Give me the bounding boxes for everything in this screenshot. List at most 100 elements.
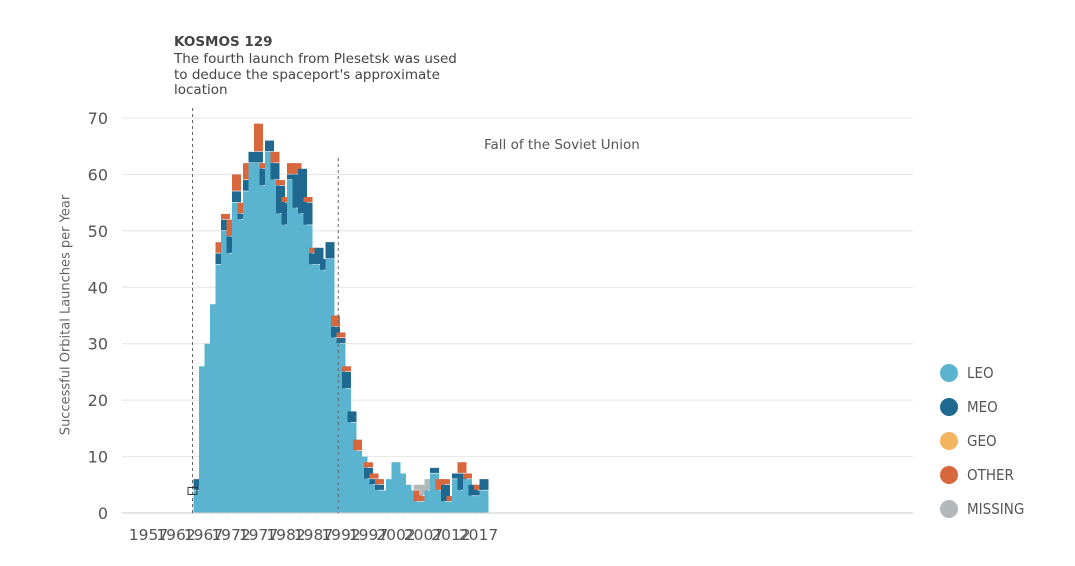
bar-2006-other bbox=[413, 490, 423, 502]
bar-2014-meo bbox=[457, 473, 467, 490]
y-tick-label: 50 bbox=[88, 222, 108, 241]
bar-1977-meo bbox=[254, 151, 263, 163]
bar-2018-meo bbox=[479, 479, 489, 490]
x-tick-label: 2012 bbox=[431, 526, 470, 544]
bar-1978-other bbox=[259, 163, 269, 169]
legend-swatch-meo bbox=[940, 398, 958, 416]
y-tick-label: 70 bbox=[88, 109, 108, 128]
x-tick-label: 2007 bbox=[404, 526, 443, 544]
bar-1996-leo bbox=[358, 456, 368, 513]
bar-1989-leo bbox=[320, 270, 329, 513]
annotation-soviet-union: Fall of the Soviet Union bbox=[484, 137, 640, 153]
bar-2001-leo bbox=[386, 479, 395, 513]
bar-2014-other bbox=[457, 462, 467, 473]
bar-1984-meo bbox=[292, 174, 302, 208]
bar-1992-meo bbox=[336, 338, 346, 344]
y-tick-label: 30 bbox=[88, 335, 108, 354]
legend-swatch-missing bbox=[940, 500, 958, 518]
bar-1972-leo bbox=[226, 253, 236, 513]
bar-1980-leo bbox=[270, 180, 280, 513]
legend-swatch-geo bbox=[940, 432, 958, 450]
bar-1979-meo bbox=[265, 140, 274, 152]
y-tick-label: 20 bbox=[88, 391, 108, 410]
bar-2013-leo bbox=[452, 479, 461, 513]
bar-1983-other bbox=[287, 163, 296, 174]
legend-label-leo: LEO bbox=[967, 364, 994, 382]
bar-1973-meo bbox=[232, 191, 241, 203]
bar-1974-meo bbox=[237, 213, 247, 219]
bar-1993-leo bbox=[342, 388, 351, 513]
legend-label-missing: MISSING bbox=[967, 500, 1025, 518]
bar-1997-leo bbox=[364, 479, 373, 513]
bar-1972-meo bbox=[226, 236, 236, 253]
bar-1968-leo bbox=[204, 343, 214, 513]
y-tick-label: 0 bbox=[98, 504, 108, 523]
bar-1987-leo bbox=[309, 264, 318, 513]
bar-2015-leo bbox=[463, 479, 472, 513]
bar-1982-meo bbox=[281, 202, 291, 225]
bar-1987-meo bbox=[309, 253, 318, 265]
bar-1966-meo bbox=[193, 479, 203, 490]
y-tick-labels: 0 10 20 30 40 50 60 70 bbox=[88, 109, 108, 523]
bar-1967-leo bbox=[199, 366, 208, 513]
bar-1974-other bbox=[237, 202, 247, 214]
bar-2009-leo bbox=[430, 473, 439, 513]
bar-1991-other bbox=[331, 315, 340, 327]
bar-2007-missing bbox=[419, 484, 428, 496]
bar-1994-leo bbox=[347, 422, 357, 513]
bar-1977-leo bbox=[254, 163, 263, 513]
legend-item-leo: LEO bbox=[940, 356, 1024, 390]
annotation-kosmos-text: The fourth launch from Plesetsk was used… bbox=[174, 51, 457, 98]
bars bbox=[193, 123, 489, 513]
bar-1970-meo bbox=[215, 253, 225, 265]
bar-1974-leo bbox=[237, 219, 247, 513]
x-tick-label: 1957 bbox=[129, 526, 168, 544]
bar-1980-meo bbox=[270, 163, 280, 180]
bar-2003-leo bbox=[397, 473, 406, 513]
bar-1989-meo bbox=[320, 259, 329, 270]
legend-item-other: OTHER bbox=[940, 458, 1024, 492]
bar-1979-leo bbox=[265, 151, 274, 513]
bar-1986-leo bbox=[303, 225, 313, 513]
legend-label-meo: MEO bbox=[967, 398, 998, 416]
bar-2011-leo bbox=[441, 501, 450, 513]
bar-2009-meo bbox=[430, 467, 439, 473]
bar-1973-leo bbox=[232, 202, 241, 513]
bar-1970-other bbox=[215, 242, 225, 253]
bar-1978-leo bbox=[259, 185, 269, 513]
bar-1995-leo bbox=[353, 450, 362, 513]
bar-1994-meo bbox=[347, 411, 357, 423]
bar-1980-other bbox=[270, 151, 280, 163]
bar-2008-leo bbox=[424, 490, 434, 513]
bar-2015-other bbox=[463, 473, 472, 479]
bar-1981-meo bbox=[276, 185, 285, 214]
bar-1973-other bbox=[232, 174, 241, 191]
bar-1997-meo bbox=[364, 467, 373, 479]
x-tick-label: 1982 bbox=[266, 526, 305, 544]
bar-1976-meo bbox=[248, 151, 258, 163]
bar-1978-meo bbox=[259, 168, 269, 186]
legend-swatch-other bbox=[940, 466, 958, 484]
bar-1971-leo bbox=[221, 230, 230, 513]
bar-2013-meo bbox=[452, 473, 461, 479]
bar-2006-missing bbox=[413, 484, 423, 490]
x-tick-label: 2002 bbox=[376, 526, 415, 544]
legend-item-meo: MEO bbox=[940, 390, 1024, 424]
bar-2016-leo bbox=[468, 496, 478, 513]
bar-1983-leo bbox=[287, 180, 296, 513]
bar-1990-leo bbox=[325, 259, 335, 513]
legend-label-geo: GEO bbox=[967, 432, 997, 450]
bar-1986-meo bbox=[303, 202, 313, 225]
bar-1975-leo bbox=[243, 191, 252, 513]
y-tick-label: 40 bbox=[88, 278, 108, 297]
kosmos-highlight-box bbox=[187, 486, 198, 495]
bar-1983-meo bbox=[287, 174, 296, 180]
bar-2017-leo bbox=[474, 496, 483, 513]
bar-1977-other bbox=[254, 123, 263, 152]
bar-1991-leo bbox=[331, 338, 340, 513]
bar-1997-other bbox=[364, 462, 373, 468]
bar-1992-other bbox=[336, 332, 346, 338]
bar-2012-other bbox=[446, 496, 456, 502]
bar-1990-meo bbox=[325, 242, 335, 259]
